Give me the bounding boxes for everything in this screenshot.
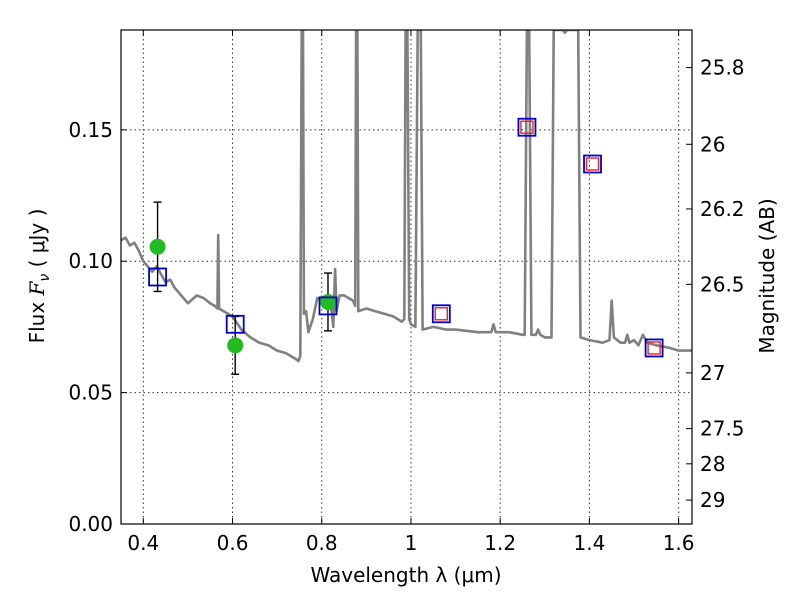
- blue-square-marker: [517, 117, 537, 137]
- observed-flux-dot: [227, 337, 244, 354]
- blue-square-marker: [148, 267, 167, 287]
- red-square-marker: [585, 157, 600, 171]
- y-tick-label: 0.10: [68, 249, 113, 273]
- y2-axis-title: Magnitude (AB): [755, 198, 779, 353]
- x-tick-label: 0.8: [306, 531, 338, 555]
- y-tick-label: 0.05: [68, 381, 113, 405]
- red-square-marker: [647, 341, 661, 355]
- blue-square-marker: [583, 154, 602, 174]
- y-tick-label: 0.00: [68, 512, 113, 536]
- mag-tick-label: 27.5: [700, 417, 745, 441]
- x-tick-label: 0.4: [127, 531, 159, 555]
- x-tick-label: 1.6: [663, 531, 695, 555]
- red-square-marker: [520, 120, 534, 134]
- x-tick-label: 1.4: [573, 531, 605, 555]
- x-tick-label: 0.6: [217, 531, 249, 555]
- observed-flux-dot: [149, 238, 166, 255]
- red-square-marker: [434, 307, 448, 321]
- observed-point: [149, 201, 166, 293]
- blue-square-marker: [318, 296, 338, 316]
- data-markers: [148, 117, 664, 375]
- y-axis-title: Flux Fν ( μJy ): [25, 209, 53, 344]
- mag-tick-label: 26.2: [700, 197, 745, 221]
- mag-tick-label: 28: [700, 452, 725, 476]
- x-tick-label: 1: [405, 531, 418, 555]
- observed-point: [227, 315, 244, 375]
- mag-tick-label: 29: [700, 488, 725, 512]
- x-tick-label: 1.2: [484, 531, 516, 555]
- x-axis-title: Wavelength λ (μm): [310, 563, 501, 587]
- blue-square-marker: [431, 304, 451, 324]
- blue-square-marker: [644, 338, 664, 358]
- mag-tick-label: 26.5: [700, 272, 745, 296]
- mag-tick-label: 27: [700, 361, 725, 385]
- model-spectrum-line: [121, 30, 692, 363]
- mag-tick-label: 26: [700, 132, 725, 156]
- mag-tick-label: 25.8: [700, 56, 745, 80]
- y-tick-label: 0.15: [68, 118, 113, 142]
- axis-ticks: 0.4 0.6 0.8 1 1.2 1.4 1.6 0.00 0.05 0.10 0.15 25.8 2…: [68, 30, 745, 555]
- spectrum-line: [121, 30, 692, 363]
- blue-square-marker: [225, 314, 245, 334]
- plot-frame: [120, 29, 693, 525]
